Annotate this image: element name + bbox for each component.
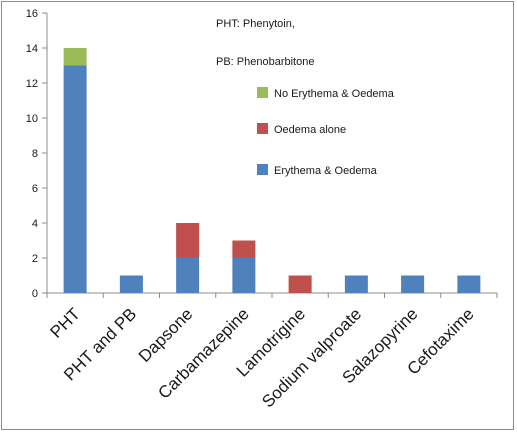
annotation-pht: PHT: Phenytoin, [216,18,295,30]
x-tick-label: PHT [46,304,83,341]
annotation-pb: PB: Phenobarbitone [216,56,314,68]
y-tick-label: 0 [32,288,38,300]
y-tick-label: 16 [26,8,38,20]
y-tick-labels: 0 2 4 6 8 10 12 14 16 [26,8,38,300]
y-tick-label: 8 [32,148,38,160]
y-tick-label: 10 [26,113,38,125]
legend-label: Erythema & Oedema [274,165,378,177]
bar-erythema-oedema-6 [401,275,425,293]
bar-erythema-oedema-2 [176,258,200,293]
bar-oedema-alone-3 [232,240,256,258]
bar-erythema-oedema-7 [457,275,481,293]
legend-label: No Erythema & Oedema [274,88,395,100]
bars [63,48,481,293]
y-tick-label: 4 [32,218,38,230]
bar-erythema-oedema-1 [119,275,143,293]
y-tick-label: 6 [32,183,38,195]
bar-erythema-oedema-3 [232,258,256,293]
bar-erythema-oedema-5 [344,275,368,293]
legend-swatch [257,87,268,98]
legend: No Erythema & Oedema Oedema alone Erythema… [257,87,395,177]
legend-swatch [257,164,268,175]
legend-label: Oedema alone [274,124,346,136]
y-tick-label: 14 [26,43,38,55]
y-tick-label: 2 [32,253,38,265]
bar-oedema-alone-2 [176,223,200,258]
bar-no-erythema-oedema-0 [63,48,87,66]
bar-erythema-oedema-0 [63,65,87,293]
y-tick-label: 12 [26,78,38,90]
x-tick-label: Sodium valproate [258,304,365,411]
bar-oedema-alone-4 [288,275,312,293]
legend-swatch [257,123,268,134]
